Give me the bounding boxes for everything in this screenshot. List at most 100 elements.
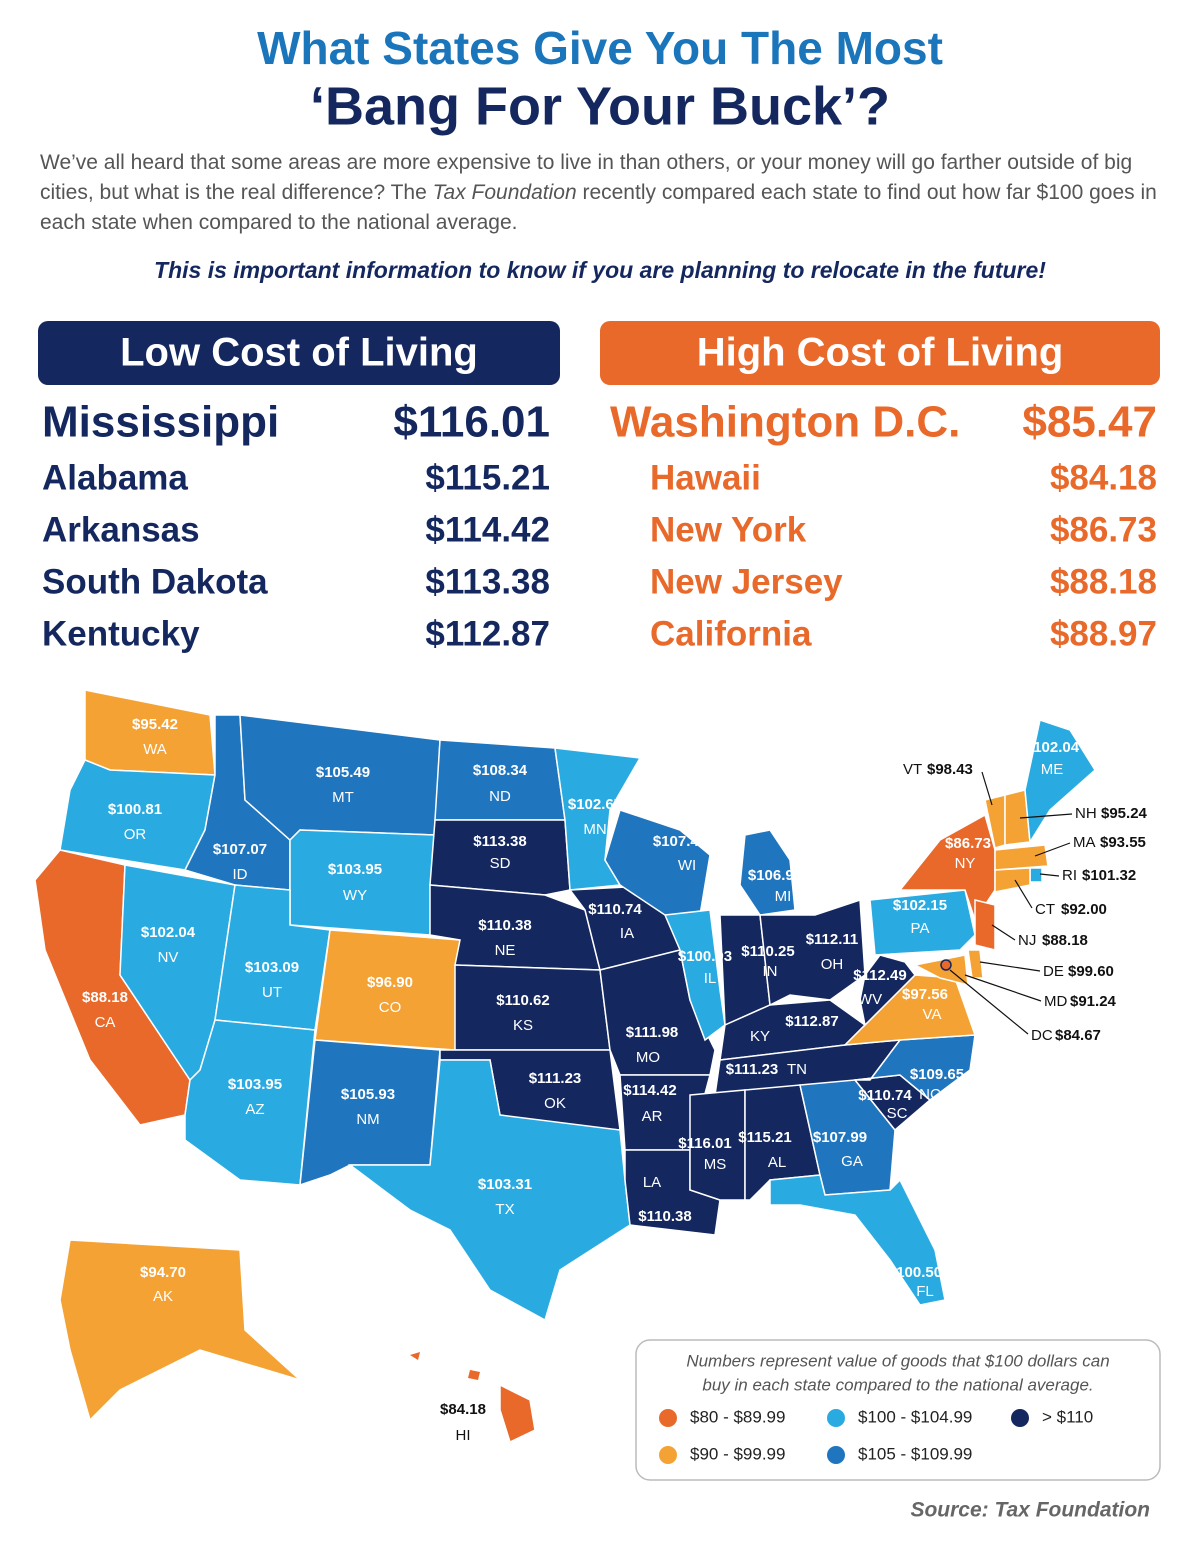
state-value: $116.01 (678, 1135, 731, 1152)
state (859, 954, 916, 1027)
row-name: Alabama (42, 458, 188, 497)
state-abbr: ME (1041, 761, 1064, 778)
state-abbr: KY (750, 1028, 770, 1045)
state-value: $108.34 (473, 762, 528, 779)
state (429, 819, 571, 896)
state-abbr: WI (678, 857, 696, 874)
state-value: $113.38 (473, 833, 526, 850)
state-abbr: IA (620, 925, 634, 942)
state (1029, 867, 1043, 883)
map-labels: $95.42 WA $100.81 OR $88.18 CA $102.04 NV $107.0… (82, 716, 1147, 1444)
state-abbr: MN (583, 821, 606, 838)
legend-swatch (827, 1446, 845, 1464)
state-value: $96.90 (367, 974, 413, 991)
state-value: $105.49 (316, 764, 370, 781)
legend-swatch (659, 1446, 677, 1464)
state-value: $112.49 (853, 967, 906, 984)
state-value: $105.93 (341, 1086, 395, 1103)
state-value: $106.95 (748, 867, 802, 884)
state-abbr: NV (158, 949, 179, 966)
state-abbr: CA (95, 1014, 116, 1031)
state-value: $110.25 (741, 943, 794, 960)
state-abbr: MO (636, 1049, 660, 1066)
legend-swatch (827, 1409, 845, 1427)
state-abbr: NH (1075, 805, 1097, 822)
state-abbr: AR (642, 1108, 663, 1125)
state-abbr: NC (919, 1086, 941, 1103)
state (769, 1174, 946, 1306)
state-abbr: DE (1043, 963, 1064, 980)
state-value: $103.95 (228, 1076, 282, 1093)
state-value: $101.32 (1082, 867, 1136, 884)
state-value: $92.00 (1061, 901, 1107, 918)
state-value: $95.24 (1101, 805, 1148, 822)
state (869, 889, 976, 956)
state-abbr: WY (343, 887, 367, 904)
row-name: Arkansas (42, 510, 200, 549)
leader-line (964, 974, 1042, 1002)
state (434, 739, 566, 821)
row-name: Hawaii (650, 458, 761, 497)
state (663, 909, 726, 1042)
state-abbr: GA (841, 1153, 863, 1170)
row-value: $114.42 (425, 510, 550, 549)
state-abbr: SC (887, 1105, 908, 1122)
row-name: Washington D.C. (610, 398, 960, 447)
row-name: New York (650, 510, 807, 549)
row-value: $88.97 (1050, 614, 1157, 653)
leader-line (979, 961, 1041, 972)
emphasis: This is important information to know if… (154, 257, 1046, 283)
legend: $80 - $89.99 $100 - $104.99 > $110 $90 - $9… (659, 1407, 1093, 1464)
state-abbr: IL (704, 970, 717, 987)
intro-text: recently compared each state to find out… (40, 181, 1157, 234)
state-value: $102.67 (568, 796, 622, 813)
state-value: $103.31 (478, 1176, 532, 1193)
state-abbr: PA (911, 920, 930, 937)
state-abbr: SD (490, 855, 511, 872)
legend-label: $100 - $104.99 (858, 1407, 972, 1426)
state-value: $111.23 (726, 1061, 779, 1078)
state-value: $98.43 (927, 761, 973, 778)
state-value: $100.81 (108, 801, 162, 818)
legend-label: > $110 (1042, 1407, 1093, 1426)
legend-note: Numbers represent value of goods that $1… (686, 1351, 1109, 1370)
legend-label: $80 - $89.99 (690, 1407, 785, 1426)
high-heading: High Cost of Living (697, 331, 1064, 375)
state-abbr: MT (332, 789, 354, 806)
state (994, 844, 1049, 871)
state-value: $112.87 (785, 1013, 838, 1030)
row-value: $116.01 (393, 398, 550, 447)
state-abbr: VT (903, 761, 922, 778)
row-name: South Dakota (42, 562, 268, 601)
state-abbr: VA (923, 1006, 942, 1023)
state-abbr: WA (143, 741, 167, 758)
state-abbr: OH (821, 956, 844, 973)
row-value: $86.73 (1050, 510, 1157, 549)
state-value: $110.62 (496, 992, 549, 1009)
state (289, 829, 436, 936)
row-name: California (650, 614, 812, 653)
state (347, 1059, 631, 1322)
state-value: $97.56 (902, 986, 948, 1003)
source: Source: Tax Foundation (910, 1499, 1150, 1522)
state-abbr: MD (1044, 993, 1067, 1010)
state (410, 1352, 420, 1360)
row-value: $88.18 (1050, 562, 1157, 601)
state (759, 898, 866, 1007)
state-abbr: MS (704, 1156, 727, 1173)
state-value: $110.38 (478, 917, 531, 934)
state-abbr: ND (489, 788, 511, 805)
state-value: $103.95 (328, 861, 382, 878)
leader-line (981, 771, 993, 806)
legend-box (635, 1339, 1161, 1481)
state-abbr: NY (955, 855, 976, 872)
state-abbr: NM (356, 1111, 379, 1128)
state-value: $102.04 (141, 924, 196, 941)
state-value: $102.04 (1025, 739, 1080, 756)
state (994, 867, 1031, 893)
state (974, 899, 996, 951)
state-value: $112.11 (806, 931, 859, 948)
state-abbr: WV (858, 991, 882, 1008)
lists: Mississippi $116.01 Alabama $115.21 Arkansas… (42, 398, 1157, 654)
